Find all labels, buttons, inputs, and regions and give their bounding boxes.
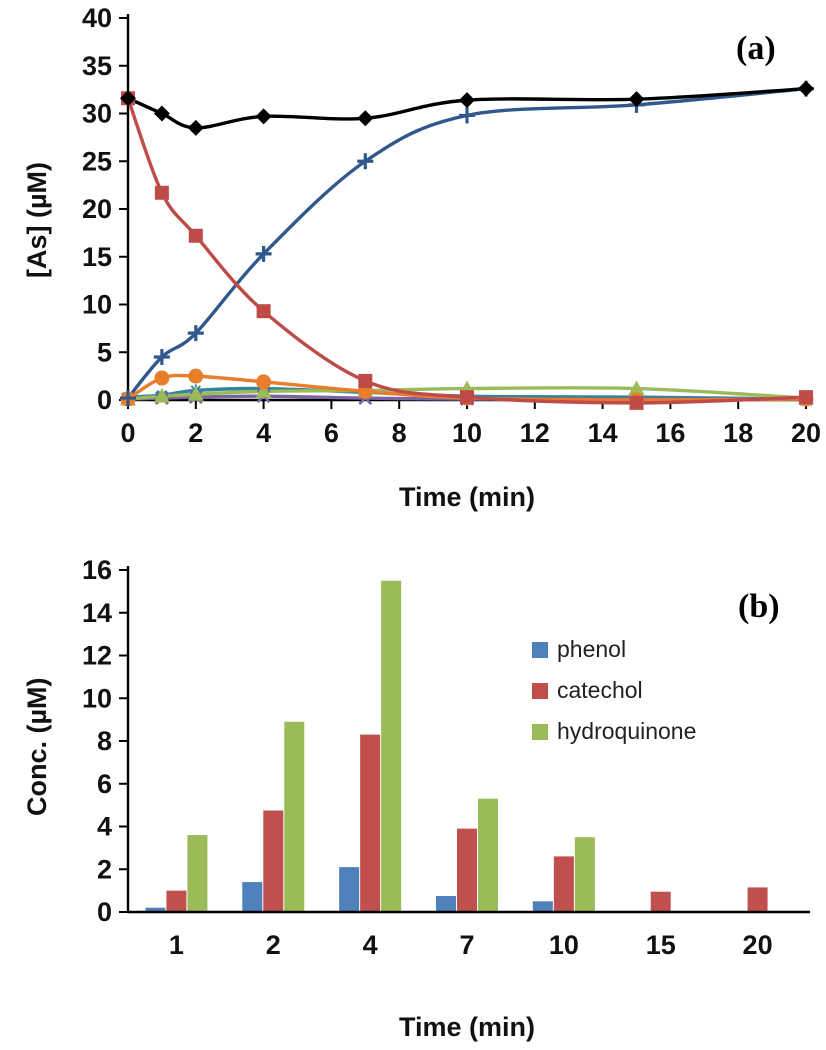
svg-text:10: 10: [452, 418, 482, 448]
legend-item-phenol: phenol: [532, 636, 696, 663]
svg-text:0: 0: [97, 897, 112, 927]
svg-text:0: 0: [120, 418, 135, 448]
svg-text:30: 30: [82, 99, 112, 129]
legend-swatch-catechol: [532, 682, 548, 699]
svg-text:16: 16: [655, 418, 685, 448]
svg-text:4: 4: [97, 812, 112, 842]
legend-label-phenol: phenol: [557, 636, 627, 662]
svg-text:40: 40: [82, 3, 112, 33]
svg-text:8: 8: [392, 418, 407, 448]
svg-text:15: 15: [82, 242, 112, 272]
svg-text:16: 16: [82, 555, 112, 585]
svg-text:25: 25: [82, 146, 112, 176]
panel-b-x-axis-title: Time (min): [398, 1012, 535, 1042]
panel-a: 0 5 10 15 20 25 30 35 40 0 2 4 6 8 10 12 14 16 18 20 [As] (…: [22, 3, 821, 512]
svg-text:10: 10: [82, 290, 112, 320]
svg-text:0: 0: [97, 385, 112, 415]
svg-text:10: 10: [82, 683, 112, 713]
svg-text:2: 2: [266, 930, 281, 960]
panel-a-y-axis-title: [As] (µM): [22, 161, 52, 278]
svg-text:20: 20: [791, 418, 821, 448]
svg-text:1: 1: [169, 930, 184, 960]
svg-text:2: 2: [188, 418, 203, 448]
panel-a-plot: 0 5 10 15 20 25 30 35 40 0 2 4 6 8 10 12 14 16 18 20: [82, 3, 821, 448]
svg-text:18: 18: [723, 418, 753, 448]
panel-a-label: (a): [736, 30, 776, 67]
svg-text:7: 7: [459, 930, 474, 960]
svg-text:2: 2: [97, 854, 112, 884]
panel-b-y-axis-title: Conc. (µM): [22, 677, 52, 816]
legend-swatch-phenol: [532, 641, 548, 658]
legend-item-hydroquinone: hydroquinone: [532, 718, 696, 745]
svg-text:35: 35: [82, 51, 112, 81]
svg-text:14: 14: [588, 418, 618, 448]
svg-text:4: 4: [256, 418, 271, 448]
svg-text:14: 14: [82, 598, 112, 628]
svg-text:8: 8: [97, 726, 112, 756]
svg-text:15: 15: [646, 930, 676, 960]
svg-text:12: 12: [82, 641, 112, 671]
svg-text:6: 6: [97, 769, 112, 799]
panel-b: 0 2 4 6 8 10 12 14 16 1 2 4 7 10 15 20 Conc. (µM) Time …: [0, 530, 826, 1050]
svg-text:10: 10: [549, 930, 579, 960]
svg-text:5: 5: [97, 337, 112, 367]
svg-text:6: 6: [324, 418, 339, 448]
legend-label-hydroquinone: hydroquinone: [557, 718, 697, 744]
legend-swatch-hydroquinone: [532, 723, 548, 740]
legend: phenol catechol hydroquinone: [532, 636, 696, 745]
svg-text:20: 20: [82, 194, 112, 224]
svg-text:4: 4: [363, 930, 378, 960]
legend-label-catechol: catechol: [557, 677, 643, 703]
svg-text:20: 20: [743, 930, 773, 960]
panel-a-x-axis-title: Time (min): [398, 482, 535, 512]
panel-b-label: (b): [738, 588, 780, 625]
legend-item-catechol: catechol: [532, 677, 696, 704]
svg-text:12: 12: [520, 418, 550, 448]
